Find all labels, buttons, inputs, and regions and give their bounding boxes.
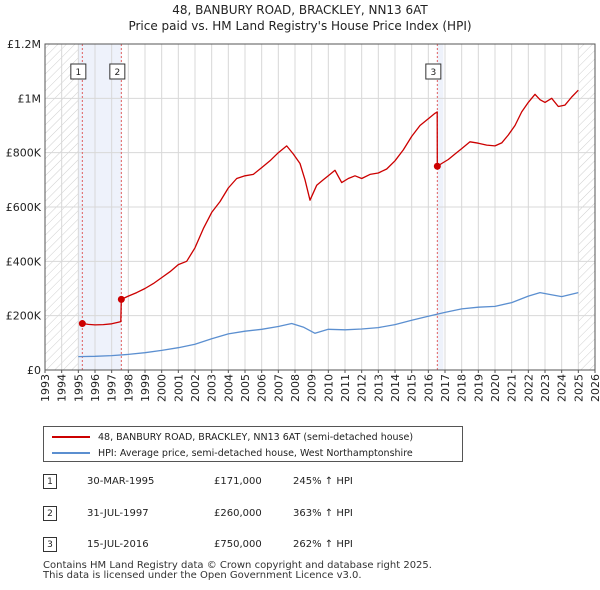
sale-date: 30-MAR-1995 [87,476,155,487]
hpi-line [78,291,579,358]
x-tick-label: 2023 [539,374,552,402]
y-tick-label: £600K [6,201,42,214]
x-tick-label: 2000 [156,374,169,402]
x-tick-label: 2015 [406,374,419,402]
x-tick-label: 1998 [122,374,135,402]
table-row: 1 30-MAR-1995 £171,000 245% ↑ HPI [43,474,463,492]
x-tick-label: 2016 [422,374,435,402]
sale-label-box [70,63,87,80]
chart-title: 48, BANBURY ROAD, BRACKLEY, NN13 6AT [172,3,428,17]
x-tick-label: 1999 [139,374,152,402]
x-tick-label: 2003 [206,374,219,402]
x-tick-label: 2013 [372,374,385,402]
sale-number-badge: 2 [43,506,57,521]
x-tick-label: 2026 [589,374,600,402]
legend-swatch-hpi [52,452,90,454]
sale-label-box [109,63,126,80]
chart-subtitle: Price paid vs. HM Land Registry's House … [128,19,472,33]
sale-price: £260,000 [214,508,262,519]
sale-label-number: 3 [430,68,436,78]
footer-line-licence: This data is licensed under the Open Gov… [43,570,362,581]
x-tick-label: 2008 [289,374,302,402]
sale-point [117,295,125,303]
sale-point [78,320,86,328]
y-tick-label: £200K [6,310,42,323]
footer-attribution: Contains HM Land Registry data © Crown c… [43,561,432,581]
sale-label-number: 2 [114,68,120,78]
sale-price: £171,000 [214,476,262,487]
x-tick-label: 2020 [489,374,502,402]
sale-price: £750,000 [214,539,262,550]
table-row: 3 15-JUL-2016 £750,000 262% ↑ HPI [43,537,463,555]
sale-label-box [425,63,442,80]
sale-number-badge: 3 [43,537,57,552]
legend-swatch-property [52,436,90,438]
sale-hpi-change: 245% ↑ HPI [293,476,353,487]
x-tick-label: 1997 [106,374,119,402]
sale-hpi-change: 363% ↑ HPI [293,508,353,519]
legend-label-hpi: HPI: Average price, semi-detached house,… [98,447,413,459]
x-tick-label: 2012 [356,374,369,402]
legend-item-hpi: HPI: Average price, semi-detached house,… [52,445,413,461]
plot-frame [44,43,596,371]
y-tick-label: £0 [27,364,41,377]
x-tick-label: 2024 [556,374,569,402]
sale-label-number: 1 [75,68,81,78]
x-tick-label: 2019 [472,374,485,402]
x-tick-label: 1995 [72,374,85,402]
x-tick-label: 2014 [389,374,402,402]
x-tick-label: 2021 [506,374,519,402]
legend-label-property: 48, BANBURY ROAD, BRACKLEY, NN13 6AT (se… [98,431,414,443]
x-tick-label: 1996 [89,374,102,402]
x-tick-label: 2005 [239,374,252,402]
x-tick-label: 2002 [189,374,202,402]
legend-item-property: 48, BANBURY ROAD, BRACKLEY, NN13 6AT (se… [52,429,413,445]
sale-hpi-change: 262% ↑ HPI [293,539,353,550]
sale-date: 15-JUL-2016 [87,539,149,550]
price-chart: 1 2 3 £0 £200K £400K £600K £800K £1M £1.2M 1993 19… [6,38,600,402]
table-row: 2 31-JUL-1997 £260,000 363% ↑ HPI [43,506,463,524]
sale-date: 31-JUL-1997 [87,508,149,519]
x-tick-label: 1993 [39,374,52,402]
legend: 48, BANBURY ROAD, BRACKLEY, NN13 6AT (se… [43,426,463,462]
y-tick-label: £1.2M [7,38,41,51]
x-tick-label: 2006 [256,374,269,402]
x-tick-label: 2017 [439,374,452,402]
x-tick-label: 1994 [56,374,69,402]
x-tick-label: 2018 [456,374,469,402]
x-tick-label: 2010 [322,374,335,402]
property-price-line [82,89,579,326]
x-tick-label: 2009 [306,374,319,402]
footer-line-copyright: Contains HM Land Registry data © Crown c… [43,560,432,571]
x-tick-label: 2007 [272,374,285,402]
x-tick-label: 2025 [572,374,585,402]
sale-point [433,162,441,170]
y-tick-label: £800K [6,147,42,160]
x-tick-label: 2011 [339,374,352,402]
y-tick-label: £400K [6,255,42,268]
x-tick-label: 2001 [172,374,185,402]
x-tick-label: 2022 [522,374,535,402]
x-tick-label: 2004 [222,374,235,402]
sale-number-badge: 1 [43,474,57,489]
y-tick-label: £1M [18,92,42,105]
